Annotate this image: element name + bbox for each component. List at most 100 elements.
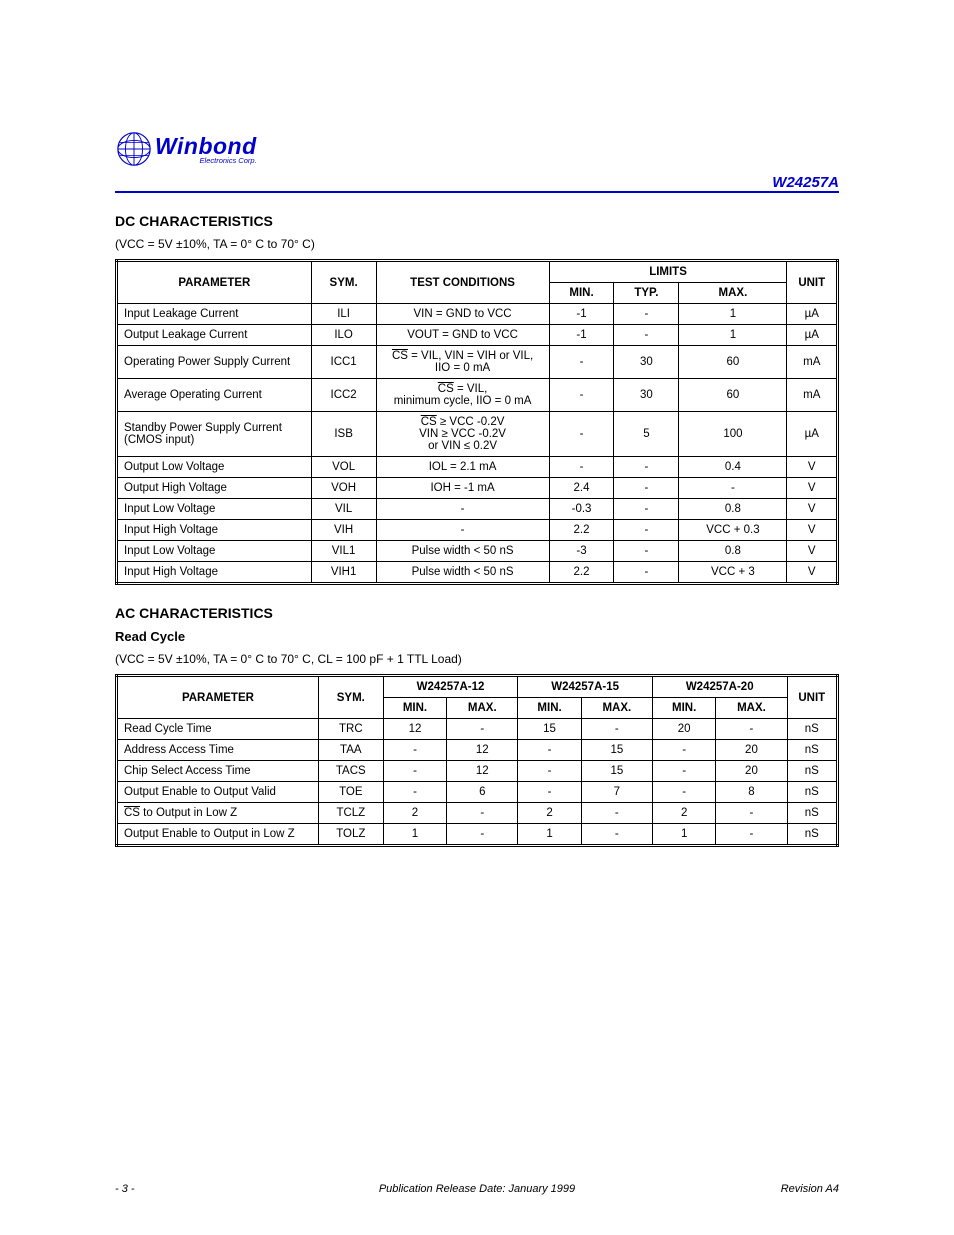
ac-max3: 8 [716, 782, 787, 803]
ac-unit: nS [787, 761, 837, 782]
ac-max2: - [581, 824, 652, 846]
ac-unit: nS [787, 824, 837, 846]
ac-min3: 1 [652, 824, 715, 846]
dc-sym: ISB [311, 412, 376, 457]
dc-max: - [679, 478, 787, 499]
dc-max: 60 [679, 379, 787, 412]
ac-col-p12: W24257A-12 [383, 676, 518, 698]
dc-param: Output Low Voltage [117, 457, 312, 478]
dc-min: 2.2 [549, 562, 614, 584]
ac-subsection-title: Read Cycle [115, 629, 839, 644]
ac-min2: - [518, 761, 581, 782]
logo-area: Winbond Electronics Corp. [115, 130, 839, 168]
ac-max1: 12 [447, 761, 518, 782]
dc-unit: mA [787, 379, 838, 412]
dc-col-cond: TEST CONDITIONS [376, 261, 549, 304]
dc-typ: - [614, 562, 679, 584]
dc-col-unit: UNIT [787, 261, 838, 304]
ac-col-unit: UNIT [787, 676, 837, 719]
ac-min1: - [383, 761, 446, 782]
dc-param: Average Operating Current [117, 379, 312, 412]
ac-param: Chip Select Access Time [117, 761, 319, 782]
globe-icon [115, 130, 153, 168]
table-row: CS to Output in Low ZTCLZ2-2-2-nS [117, 803, 838, 824]
ac-sym: TACS [318, 761, 383, 782]
dc-unit: V [787, 541, 838, 562]
dc-min: 2.2 [549, 520, 614, 541]
dc-max: 60 [679, 346, 787, 379]
dc-col-limits: LIMITS [549, 261, 787, 283]
ac-max3: - [716, 803, 787, 824]
dc-min: - [549, 379, 614, 412]
ac-sym: TRC [318, 719, 383, 740]
dc-max: 1 [679, 304, 787, 325]
table-row: Address Access TimeTAA-12-15-20nS [117, 740, 838, 761]
dc-param: Input Low Voltage [117, 541, 312, 562]
ac-unit: nS [787, 782, 837, 803]
footer-left: Publication Release Date: January 1999 [356, 1183, 597, 1195]
ac-max2: 15 [581, 740, 652, 761]
dc-param: Input High Voltage [117, 520, 312, 541]
ac-max1: - [447, 824, 518, 846]
dc-unit: µA [787, 325, 838, 346]
dc-param: Output Leakage Current [117, 325, 312, 346]
dc-min: -0.3 [549, 499, 614, 520]
ac-min1: - [383, 782, 446, 803]
dc-min: -1 [549, 304, 614, 325]
ac-min2: - [518, 740, 581, 761]
dc-max: 0.8 [679, 499, 787, 520]
dc-unit: V [787, 499, 838, 520]
ac-max1: 6 [447, 782, 518, 803]
ac-min2: 15 [518, 719, 581, 740]
ac-max1: 12 [447, 740, 518, 761]
ac-param: Read Cycle Time [117, 719, 319, 740]
dc-table: PARAMETER SYM. TEST CONDITIONS LIMITS UN… [115, 259, 839, 585]
dc-col-param: PARAMETER [117, 261, 312, 304]
dc-typ: 5 [614, 412, 679, 457]
ac-col-max1: MAX. [447, 698, 518, 719]
table-row: Standby Power Supply Current (CMOS input… [117, 412, 838, 457]
dc-sym: ICC2 [311, 379, 376, 412]
dc-typ: - [614, 541, 679, 562]
footer-right: Revision A4 [598, 1183, 839, 1195]
ac-unit: nS [787, 740, 837, 761]
ac-max2: 7 [581, 782, 652, 803]
dc-cond: CS = VIL,minimum cycle, IIO = 0 mA [376, 379, 549, 412]
ac-max3: - [716, 824, 787, 846]
dc-typ: 30 [614, 379, 679, 412]
table-row: Operating Power Supply CurrentICC1CS = V… [117, 346, 838, 379]
dc-min: - [549, 412, 614, 457]
dc-min: 2.4 [549, 478, 614, 499]
dc-unit: V [787, 457, 838, 478]
dc-min: -1 [549, 325, 614, 346]
dc-typ: - [614, 304, 679, 325]
table-row: Output Enable to Output ValidTOE-6-7-8nS [117, 782, 838, 803]
ac-col-p15: W24257A-15 [518, 676, 653, 698]
footer-center: - 3 - [115, 1183, 356, 1195]
ac-min2: 1 [518, 824, 581, 846]
ac-col-param: PARAMETER [117, 676, 319, 719]
dc-col-max: MAX. [679, 283, 787, 304]
ac-sym: TAA [318, 740, 383, 761]
table-row: Input High VoltageVIH1Pulse width < 50 n… [117, 562, 838, 584]
dc-sym: ICC1 [311, 346, 376, 379]
dc-unit: V [787, 520, 838, 541]
dc-cond: VIN = GND to VCC [376, 304, 549, 325]
page-footer: - 3 - Publication Release Date: January … [115, 1183, 839, 1195]
dc-max: 0.4 [679, 457, 787, 478]
ac-min3: - [652, 740, 715, 761]
ac-table: PARAMETER SYM. W24257A-12 W24257A-15 W24… [115, 674, 839, 847]
table-row: Input Low VoltageVIL1Pulse width < 50 nS… [117, 541, 838, 562]
table-row: Input Leakage CurrentILIVIN = GND to VCC… [117, 304, 838, 325]
dc-typ: 30 [614, 346, 679, 379]
dc-typ: - [614, 499, 679, 520]
dc-section-title: DC CHARACTERISTICS [115, 213, 839, 229]
ac-max1: - [447, 719, 518, 740]
dc-sym: VIH [311, 520, 376, 541]
ac-min1: 2 [383, 803, 446, 824]
ac-sym: TOLZ [318, 824, 383, 846]
ac-min1: 1 [383, 824, 446, 846]
table-row: Read Cycle TimeTRC12-15-20-nS [117, 719, 838, 740]
table-row: Chip Select Access TimeTACS-12-15-20nS [117, 761, 838, 782]
dc-col-sym: SYM. [311, 261, 376, 304]
